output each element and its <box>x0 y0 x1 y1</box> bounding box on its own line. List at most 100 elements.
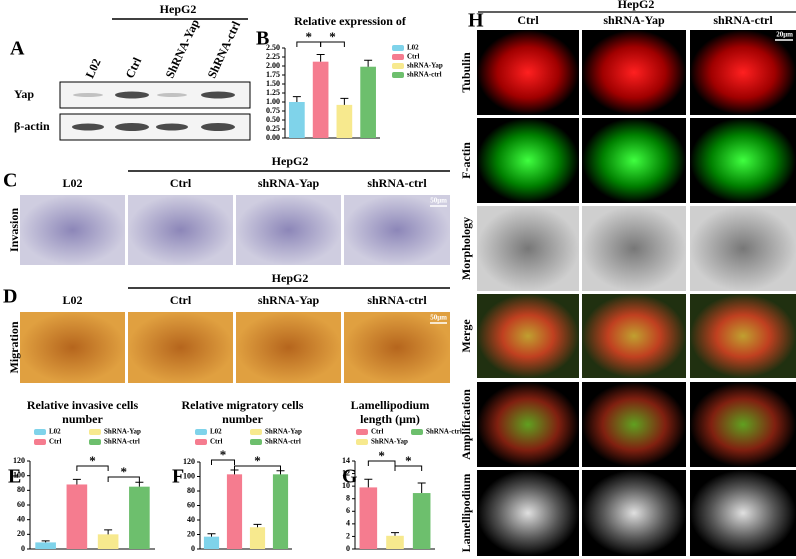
micrograph <box>477 294 579 378</box>
legend-swatch <box>392 72 404 78</box>
chart-title-text: Relative invasive cells number <box>26 398 139 426</box>
lane-label: L02 <box>83 56 104 80</box>
y-tick-label: 14 <box>342 456 350 465</box>
legend-label: ShRNA-Yap <box>104 428 141 436</box>
panel-label: H <box>468 10 484 32</box>
group-label: HepG2 <box>272 154 309 168</box>
legend-swatch <box>89 439 101 445</box>
error-bar <box>253 523 262 528</box>
panel-label: D <box>3 286 17 308</box>
error-bar <box>316 53 325 62</box>
micrograph <box>582 118 686 203</box>
bar <box>97 534 119 549</box>
bar <box>360 66 376 138</box>
column-label: shRNA-ctrl <box>713 13 773 27</box>
y-tick-label: 0.75 <box>266 106 280 115</box>
micrograph <box>477 30 579 115</box>
significance-bracket <box>107 476 140 482</box>
group-label: HepG2 <box>160 2 197 16</box>
band <box>201 123 235 131</box>
y-tick-label: 0 <box>346 544 350 553</box>
micrograph <box>236 195 341 265</box>
row-label: Yap <box>14 87 34 101</box>
legend-swatch <box>411 429 423 435</box>
legend-label: ShRNA-ctrl <box>104 438 140 446</box>
row-label: F-actin <box>459 142 473 179</box>
error-bar <box>292 96 301 102</box>
error-bar <box>340 97 349 105</box>
legend-label: L02 <box>407 44 419 52</box>
y-tick-label: 0.25 <box>266 124 280 133</box>
significance-label: * <box>306 29 313 44</box>
micrograph <box>477 470 579 556</box>
legend-swatch <box>250 439 262 445</box>
legend-label: shRNA-Yap <box>407 62 443 70</box>
legend-swatch <box>356 429 368 435</box>
column-label: Ctrl <box>170 176 192 190</box>
micrograph <box>20 195 125 265</box>
panel-label: F <box>172 466 184 488</box>
chart-title: Relative migratory cells number <box>182 398 304 426</box>
chart-title: Relative expression of Yap <box>294 14 406 30</box>
scale-bar-label: 50μm <box>430 197 447 205</box>
y-tick-label: 8 <box>346 494 350 503</box>
y-tick-label: 1.50 <box>266 79 280 88</box>
legend-label: shRNA-ctrl <box>407 71 442 79</box>
micrograph <box>690 206 796 291</box>
y-tick-label: 0 <box>21 544 25 553</box>
band <box>201 91 235 99</box>
lane-label: Ctrl <box>123 55 145 81</box>
error-bar <box>104 529 113 535</box>
band <box>156 123 188 131</box>
row-label: Invasion <box>7 208 21 252</box>
bar <box>249 527 266 549</box>
bar <box>272 474 289 549</box>
legend-label: L02 <box>49 428 61 436</box>
micrograph <box>477 206 579 291</box>
y-tick-label: 60 <box>17 500 25 509</box>
error-bar <box>364 478 373 488</box>
significance-bracket <box>394 465 423 471</box>
significance-bracket <box>367 460 396 466</box>
bar <box>66 484 88 549</box>
micrograph <box>690 382 796 467</box>
legend-label: ShRNA-Yap <box>265 428 302 436</box>
legend-swatch <box>392 63 404 69</box>
row-label: Tubulin <box>459 52 473 93</box>
legend-swatch <box>34 429 46 435</box>
y-tick-label: 100 <box>13 470 25 479</box>
y-tick-label: 120 <box>13 456 25 465</box>
micrograph <box>344 312 450 383</box>
error-bar <box>41 540 50 543</box>
y-tick-label: 0.50 <box>266 115 280 124</box>
y-tick-label: 1.00 <box>266 97 280 106</box>
micrograph <box>20 312 125 383</box>
y-tick-label: 20 <box>17 529 25 538</box>
panel-label: G <box>342 466 358 488</box>
micrograph <box>477 118 579 203</box>
significance-label: * <box>220 447 227 462</box>
band <box>157 93 187 97</box>
error-bar <box>417 482 426 494</box>
micrograph <box>582 294 686 378</box>
legend-label: Ctrl <box>407 53 419 61</box>
y-tick-label: 1.75 <box>266 70 280 79</box>
significance-bracket <box>211 459 235 465</box>
column-label: Ctrl <box>170 293 192 307</box>
y-tick-label: 10 <box>342 481 350 490</box>
micrograph <box>690 30 796 115</box>
column-label: L02 <box>62 176 82 190</box>
panel-label: E <box>8 466 21 488</box>
significance-bracket <box>234 465 281 471</box>
chart-title-text: Relative expression of Yap <box>294 14 406 30</box>
legend-swatch <box>356 439 368 445</box>
micrograph <box>690 118 796 203</box>
y-tick-label: 2.00 <box>266 61 280 70</box>
legend-swatch <box>250 429 262 435</box>
micrograph <box>582 206 686 291</box>
micrograph <box>236 312 341 383</box>
micrograph <box>690 294 796 378</box>
scale-bar-label: 20μm <box>776 31 793 39</box>
column-label: shRNA-ctrl <box>367 293 427 307</box>
error-bar <box>72 478 81 485</box>
